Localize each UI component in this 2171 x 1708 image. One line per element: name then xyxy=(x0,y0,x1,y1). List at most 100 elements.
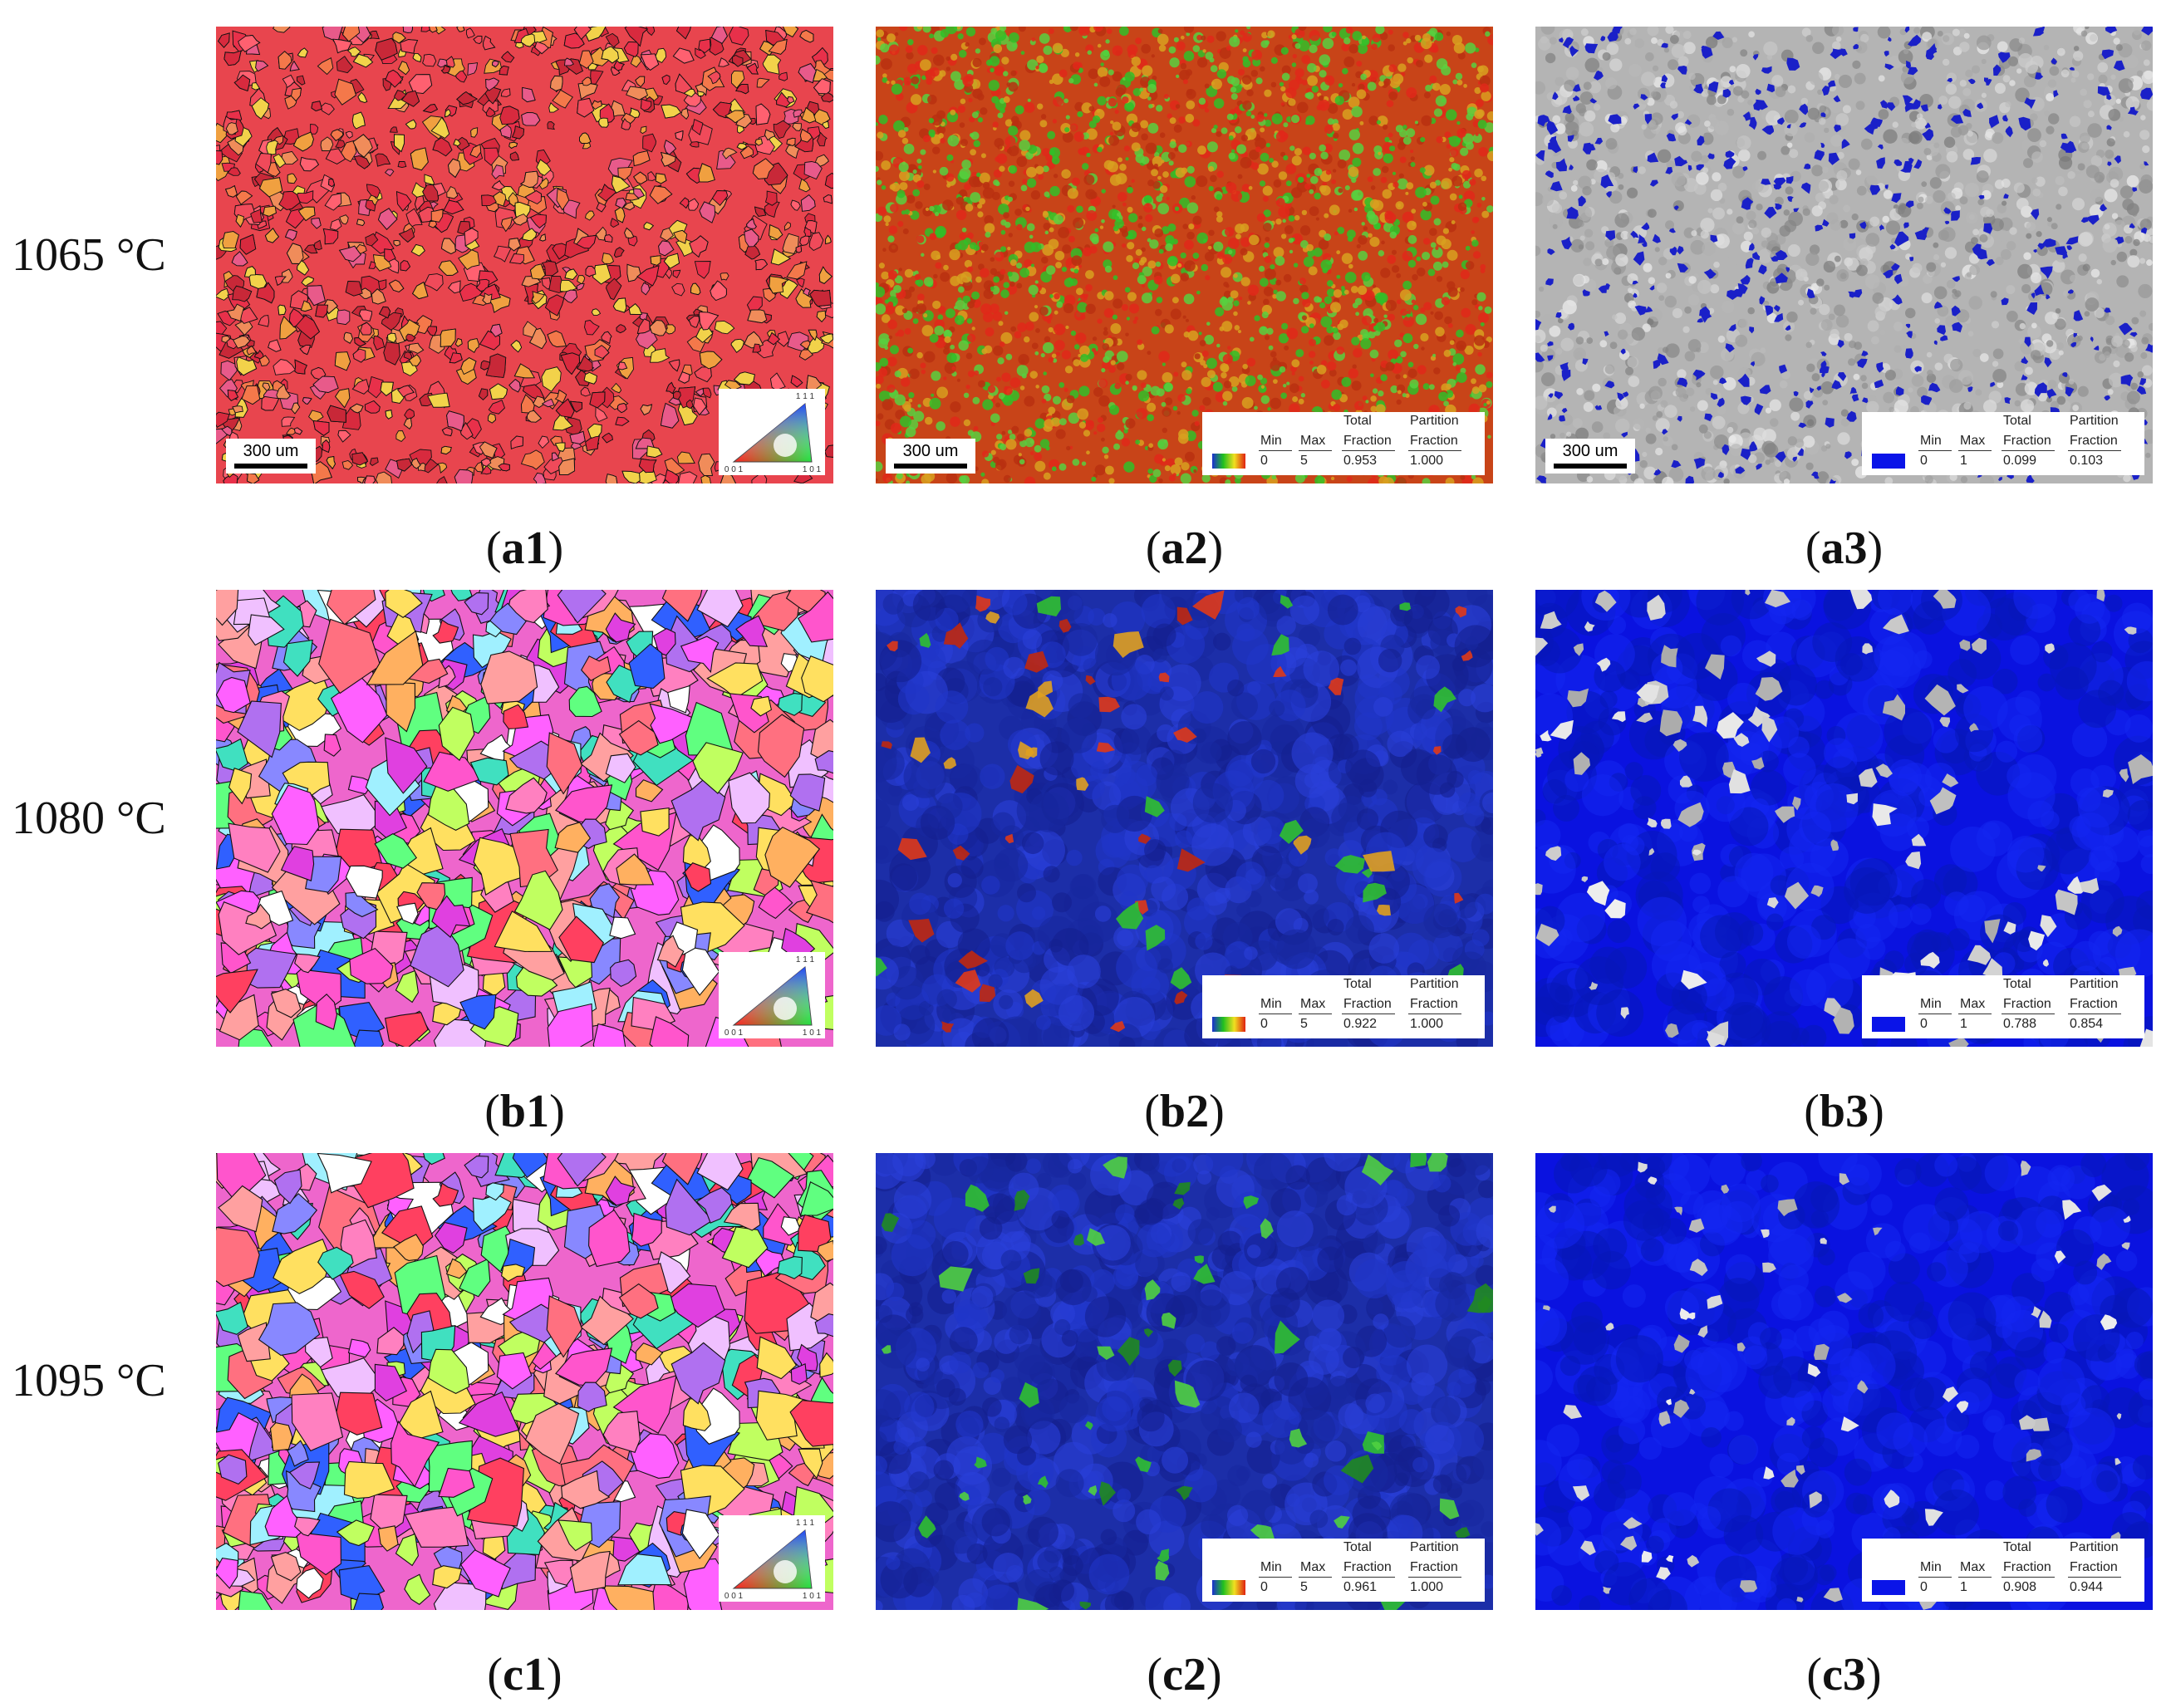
legend-header-total: Total xyxy=(1343,414,1372,428)
caption-paren-open: ( xyxy=(1147,1649,1163,1701)
legend-value-min: 0 xyxy=(1260,1017,1268,1031)
panel-a1: 300 um 1 1 1 0 0 1 1 0 1 xyxy=(216,27,833,483)
map-legend: Total Partition Min Max Fraction Fraction 0 1 0.… xyxy=(1862,412,2144,475)
recx-map-a3 xyxy=(1535,27,2153,483)
caption-paren-close: ) xyxy=(549,1086,565,1137)
legend-value-partition-fraction: 0.854 xyxy=(2070,1017,2104,1031)
caption-paren-open: ( xyxy=(1144,1086,1160,1137)
kam-map-b2 xyxy=(876,590,1493,1047)
legend-header-max: Max xyxy=(1960,434,1986,448)
caption-paren-close: ) xyxy=(1869,1086,1884,1137)
ipf-key-label-top: 1 1 1 xyxy=(796,1519,815,1528)
legend-header-total-fraction: Fraction xyxy=(1343,1560,1392,1574)
caption-label: c3 xyxy=(1822,1649,1866,1701)
caption-c1: (c1) xyxy=(216,1648,833,1701)
legend-header-max: Max xyxy=(1300,434,1326,448)
legend-header-partition-fraction: Fraction xyxy=(1410,434,1458,448)
legend-header-partition: Partition xyxy=(2070,977,2119,991)
legend-underline xyxy=(1342,1577,1395,1578)
legend-underline xyxy=(2068,450,2121,451)
legend-value-partition-fraction: 0.103 xyxy=(2070,454,2104,468)
legend-value-total-fraction: 0.788 xyxy=(2003,1017,2037,1031)
legend-header-partition: Partition xyxy=(2070,1540,2119,1554)
legend-header-total-fraction: Fraction xyxy=(2003,997,2051,1011)
map-legend: Total Partition Min Max Fraction Fraction 0 1 0.… xyxy=(1862,975,2144,1038)
map-legend: Total Partition Min Max Fraction Fraction 0 5 0.… xyxy=(1202,1539,1485,1602)
caption-label: a1 xyxy=(501,523,548,574)
legend-underline xyxy=(1958,1577,1992,1578)
scale-bar-line xyxy=(894,464,967,469)
row-label-1095: 1095 °C xyxy=(12,1355,166,1406)
caption-paren-close: ) xyxy=(1206,1649,1222,1701)
ipf-color-key: 1 1 1 0 0 1 1 0 1 xyxy=(719,1515,825,1602)
legend-underline xyxy=(1342,450,1395,451)
legend-header-partition-fraction: Fraction xyxy=(1410,1560,1458,1574)
legend-value-partition-fraction: 1.000 xyxy=(1410,1017,1444,1031)
legend-color-swatch xyxy=(1872,1580,1905,1595)
legend-value-min: 0 xyxy=(1920,1017,1928,1031)
caption-paren-open: ( xyxy=(1145,523,1162,574)
legend-value-total-fraction: 0.953 xyxy=(1343,454,1378,468)
legend-underline xyxy=(1918,1577,1952,1578)
legend-value-partition-fraction: 1.000 xyxy=(1410,454,1444,468)
row-label-1080: 1080 °C xyxy=(12,793,166,844)
scale-bar-label: 300 um xyxy=(1562,442,1618,460)
legend-value-max: 1 xyxy=(1960,454,1967,468)
panel-c2: Total Partition Min Max Fraction Fraction 0 5 0.… xyxy=(876,1153,1493,1610)
panel-a3: 300 um Total Partition Min Max Fraction Fracti… xyxy=(1535,27,2153,483)
caption-paren-close: ) xyxy=(548,523,564,574)
caption-c3: (c3) xyxy=(1535,1648,2153,1701)
caption-a2: (a2) xyxy=(876,522,1493,575)
legend-header-min: Min xyxy=(1920,997,1942,1011)
scale-bar-line xyxy=(1554,464,1627,469)
legend-header-partition-fraction: Fraction xyxy=(1410,997,1458,1011)
legend-header-partition: Partition xyxy=(1410,414,1459,428)
caption-label: a3 xyxy=(1820,523,1868,574)
caption-c2: (c2) xyxy=(876,1648,1493,1701)
legend-underline xyxy=(1259,1577,1292,1578)
scale-bar-line xyxy=(234,464,307,469)
legend-value-min: 0 xyxy=(1920,1580,1928,1594)
legend-value-total-fraction: 0.908 xyxy=(2003,1580,2037,1594)
legend-value-max: 1 xyxy=(1960,1017,1967,1031)
legend-header-partition-fraction: Fraction xyxy=(2070,1560,2118,1574)
caption-label: b2 xyxy=(1159,1086,1210,1137)
ipf-key-label-top: 1 1 1 xyxy=(796,955,815,964)
legend-header-min: Min xyxy=(1920,434,1942,448)
caption-label: b1 xyxy=(499,1086,550,1137)
ipf-key-label-right: 1 0 1 xyxy=(803,465,822,474)
legend-header-max: Max xyxy=(1960,997,1986,1011)
legend-value-min: 0 xyxy=(1260,1580,1268,1594)
map-legend: Total Partition Min Max Fraction Fraction 0 5 0.… xyxy=(1202,975,1485,1038)
legend-header-total: Total xyxy=(2003,1540,2031,1554)
legend-header-total: Total xyxy=(1343,977,1372,991)
legend-header-min: Min xyxy=(1920,1560,1942,1574)
legend-header-total: Total xyxy=(2003,414,2031,428)
legend-header-max: Max xyxy=(1300,1560,1326,1574)
legend-underline xyxy=(1408,1577,1461,1578)
legend-underline xyxy=(2002,450,2055,451)
legend-header-partition-fraction: Fraction xyxy=(2070,434,2118,448)
panel-c3: Total Partition Min Max Fraction Fraction 0 1 0.… xyxy=(1535,1153,2153,1610)
legend-value-total-fraction: 0.961 xyxy=(1343,1580,1378,1594)
ipf-key-label-right: 1 0 1 xyxy=(803,1592,822,1601)
legend-header-total: Total xyxy=(1343,1540,1372,1554)
map-legend: Total Partition Min Max Fraction Fraction 0 5 0.… xyxy=(1202,412,1485,475)
ipf-key-label-top: 1 1 1 xyxy=(796,392,815,401)
ipf-key-label-left: 0 0 1 xyxy=(724,465,744,474)
scale-bar: 300 um xyxy=(226,439,316,474)
legend-value-max: 5 xyxy=(1300,1017,1308,1031)
legend-value-min: 0 xyxy=(1920,454,1928,468)
legend-header-partition-fraction: Fraction xyxy=(2070,997,2118,1011)
panel-b2: Total Partition Min Max Fraction Fraction 0 5 0.… xyxy=(876,590,1493,1047)
caption-paren-open: ( xyxy=(1804,1086,1820,1137)
ipf-key-label-right: 1 0 1 xyxy=(803,1028,822,1038)
caption-a1: (a1) xyxy=(216,522,833,575)
caption-label: a2 xyxy=(1161,523,1208,574)
legend-underline xyxy=(1299,1577,1332,1578)
scale-bar-label: 300 um xyxy=(243,442,299,460)
legend-color-swatch xyxy=(1212,1017,1245,1032)
caption-b2: (b2) xyxy=(876,1085,1493,1138)
scale-bar: 300 um xyxy=(1545,439,1635,474)
legend-header-total: Total xyxy=(2003,977,2031,991)
